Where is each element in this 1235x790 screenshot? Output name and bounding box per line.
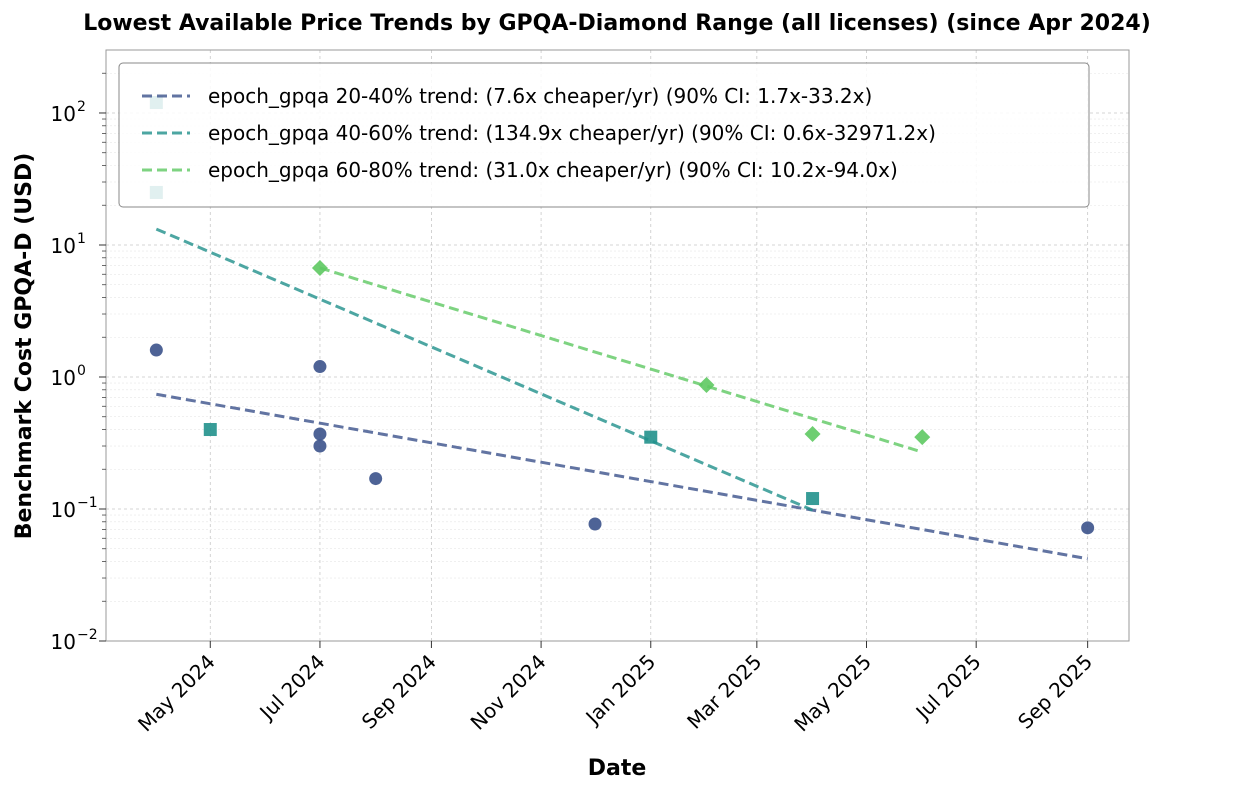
data-point: [311, 259, 328, 276]
data-point: [313, 427, 327, 441]
legend: epoch_gpqa 20-40% trend: (7.6x cheaper/y…: [118, 62, 1090, 208]
x-tick-label: May 2024: [133, 650, 220, 737]
data-point: [804, 425, 821, 442]
y-tick-exponent: −2: [77, 627, 98, 643]
plot-area-frame: [105, 49, 1130, 642]
y-tick-label: 10: [51, 234, 76, 258]
x-tick-label: Jul 2024: [254, 650, 330, 726]
x-axis-label: Date: [588, 756, 647, 781]
data-point: [698, 376, 715, 393]
data-point: [806, 492, 820, 506]
y-tick-label: 10: [51, 102, 76, 126]
data-point: [313, 360, 327, 374]
trend-line: [155, 227, 814, 512]
legend-entry: epoch_gpqa 60-80% trend: (31.0x cheaper/…: [208, 158, 898, 182]
x-axis-ticks: May 2024 Jul 2024 Sep 2024 Nov 2024 Jan 2025…: [133, 641, 1097, 736]
x-tick-label: May 2025: [789, 650, 876, 737]
chart-title: Lowest Available Price Trends by GPQA-Di…: [83, 11, 1151, 36]
x-tick-label: Jul 2025: [910, 650, 986, 726]
y-tick-exponent: −1: [77, 495, 98, 511]
data-point: [1081, 521, 1095, 535]
y-tick-exponent: 2: [77, 99, 86, 115]
y-tick-label: 10: [51, 630, 76, 654]
y-tick-label: 10: [51, 366, 76, 390]
x-tick-label: Mar 2025: [682, 650, 766, 734]
y-axis-label: Benchmark Cost GPQA-D (USD): [12, 153, 37, 540]
x-tick-label: Sep 2025: [1013, 650, 1097, 734]
data-point: [203, 423, 217, 437]
data-point: [644, 430, 658, 444]
data-point: [369, 472, 383, 486]
y-tick-label: 10: [51, 498, 76, 522]
trend-line: [156, 392, 1088, 561]
data-point: [588, 517, 602, 531]
legend-entry: epoch_gpqa 20-40% trend: (7.6x cheaper/y…: [208, 84, 872, 108]
data-point: [313, 439, 327, 453]
x-tick-label: Nov 2024: [466, 650, 551, 735]
data-point: [914, 429, 931, 446]
trend-lines: [155, 227, 1088, 561]
legend-entry: epoch_gpqa 40-60% trend: (134.9x cheaper…: [208, 121, 936, 145]
x-tick-label: Sep 2024: [357, 650, 441, 734]
trend-line: [319, 266, 923, 454]
y-tick-exponent: 1: [77, 231, 86, 247]
y-tick-exponent: 0: [77, 363, 86, 379]
x-tick-label: Jan 2025: [580, 650, 661, 731]
legend-box: [118, 62, 1090, 208]
data-point: [149, 343, 163, 357]
